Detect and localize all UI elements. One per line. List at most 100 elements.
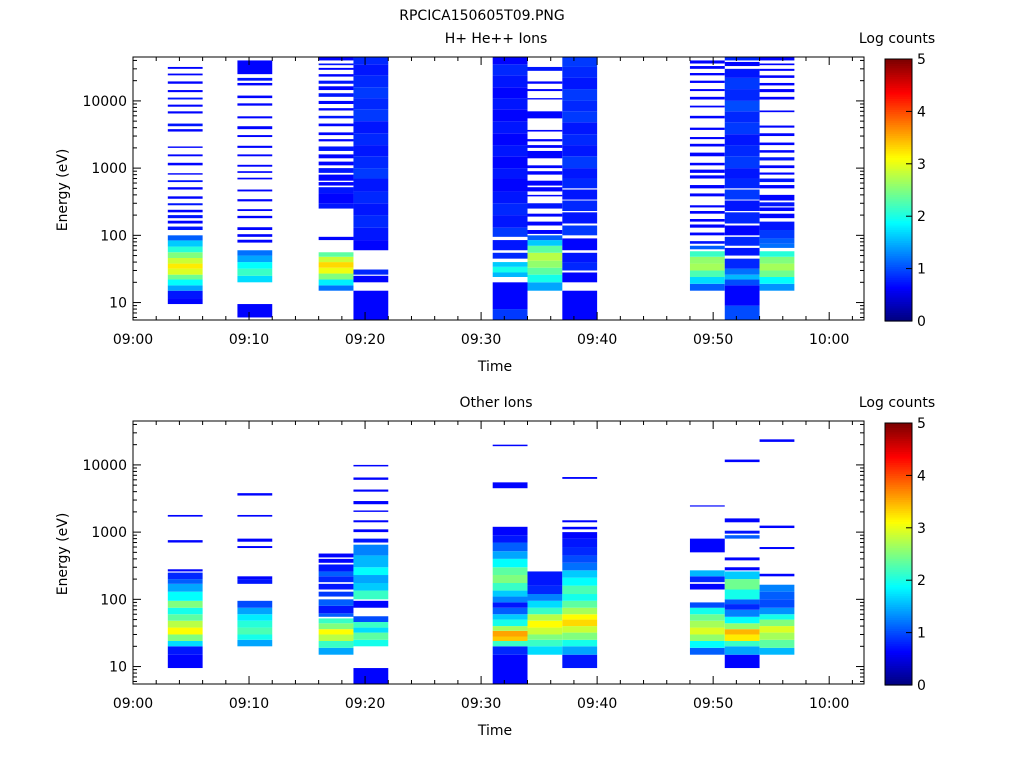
spectrogram-cell (318, 67, 354, 70)
spectrogram-cell (689, 127, 725, 130)
spectrogram-cell (562, 252, 598, 263)
spectrogram-cell (724, 156, 760, 169)
spectrogram-cell (492, 626, 528, 631)
spectrogram-cell (759, 207, 795, 212)
spectrogram-cell (724, 530, 760, 534)
spectrogram-cell (562, 594, 598, 601)
colorbar-swatch (885, 98, 912, 102)
spectrogram-cell (562, 632, 598, 640)
colorbar-swatch (885, 497, 912, 501)
colorbar-swatch (885, 486, 912, 490)
colorbar-swatch (885, 593, 912, 597)
spectrogram-cell (318, 634, 354, 641)
colorbar-swatch (885, 521, 912, 525)
spectrogram-cell (353, 555, 389, 568)
colorbar-swatch (885, 558, 912, 562)
spectrogram-cell (527, 66, 563, 71)
spectrogram-cell (353, 156, 389, 169)
spectrogram-cell (237, 250, 273, 256)
spectrogram-cell (562, 57, 598, 67)
colorbar-swatch (885, 242, 912, 246)
spectrogram-cell (724, 571, 760, 580)
spectrogram-cell (167, 583, 203, 592)
colorbar-swatch (885, 209, 912, 213)
colorbar-swatch (885, 667, 912, 671)
colorbar-swatch (885, 490, 912, 494)
colorbar-swatch (885, 286, 912, 289)
spectrogram-cell (167, 240, 203, 247)
spectrogram-cell (689, 607, 725, 615)
spectrogram-cell (759, 110, 795, 113)
spectrogram-cell (689, 224, 725, 228)
spectrogram-cell (237, 304, 273, 318)
colorbar-swatch (885, 229, 912, 233)
spectrogram-cell (689, 80, 725, 83)
spectrogram-cell (492, 168, 528, 179)
colorbar-swatch (885, 475, 912, 479)
spectrogram-cell (689, 73, 725, 76)
colorbar-swatch (885, 303, 912, 307)
spectrogram-cell (167, 154, 203, 157)
spectrogram-cell (759, 256, 795, 264)
colorbar-swatch (885, 104, 912, 108)
spectrogram-cell (689, 583, 725, 590)
spectrogram-cell (759, 221, 795, 231)
spectrogram-cell (492, 551, 528, 559)
colorbar-swatch (885, 538, 912, 542)
colorbar-swatch (885, 83, 912, 86)
spectrogram-cell (492, 87, 528, 99)
colorbar-swatch (885, 253, 912, 257)
spectrogram-cell (689, 143, 725, 147)
colorbar-swatch (885, 621, 912, 625)
colorbar-swatch (885, 148, 912, 152)
spectrogram-cell (562, 526, 598, 530)
colorbar-swatch (885, 588, 912, 592)
spectrogram-cell (724, 178, 760, 189)
spectrogram-cell (724, 57, 760, 61)
spectrogram-cell (318, 100, 354, 104)
spectrogram-cell (527, 230, 563, 234)
y-tick-label: 100 (100, 592, 127, 608)
spectrogram-cell (353, 75, 389, 88)
spectrogram-cell (562, 145, 598, 157)
spectrogram-cell (724, 247, 760, 256)
spectrogram-cell (167, 90, 203, 93)
colorbar-swatch (885, 159, 912, 163)
spectrogram-cell (318, 108, 354, 111)
spectrogram-cell (689, 245, 725, 250)
spectrogram-cell (689, 602, 725, 608)
spectrogram-cell (759, 63, 795, 66)
spectrogram-cell (562, 200, 598, 212)
y-tick-label: 100 (100, 228, 127, 244)
colorbar-swatch (885, 669, 912, 673)
spectrogram-cell (318, 193, 354, 204)
colorbar-swatch (885, 61, 912, 64)
spectrogram-cell (759, 243, 795, 248)
colorbar-swatch (885, 438, 912, 442)
colorbar-swatch (885, 78, 912, 82)
spectrogram-cell (492, 227, 528, 237)
spectrogram-cell (492, 596, 528, 603)
colorbar-swatch (885, 571, 912, 575)
colorbar-swatch (885, 259, 912, 263)
spectrogram-cell (237, 627, 273, 635)
spectrogram-cell (492, 640, 528, 647)
spectrogram-cell (759, 89, 795, 93)
spectrogram-cell (318, 161, 354, 166)
spectrogram-cell (492, 266, 528, 273)
spectrogram-cell (318, 252, 354, 257)
colorbar-frame (884, 58, 913, 322)
colorbar-swatch (885, 597, 912, 601)
colorbar-swatch (885, 233, 912, 237)
colorbar-swatch (885, 665, 912, 669)
colorbar: 0 1 2 3 4 5 (884, 52, 926, 330)
spectrogram-cell (167, 654, 203, 669)
spectrogram-cell (759, 573, 795, 577)
spectrogram-cell (527, 111, 563, 119)
spectrogram-cell (318, 285, 354, 291)
y-tick-label: 10 (109, 296, 127, 312)
spectrogram-cell (527, 252, 563, 261)
colorbar-swatch (885, 567, 912, 570)
spectrogram-cell (759, 57, 795, 61)
